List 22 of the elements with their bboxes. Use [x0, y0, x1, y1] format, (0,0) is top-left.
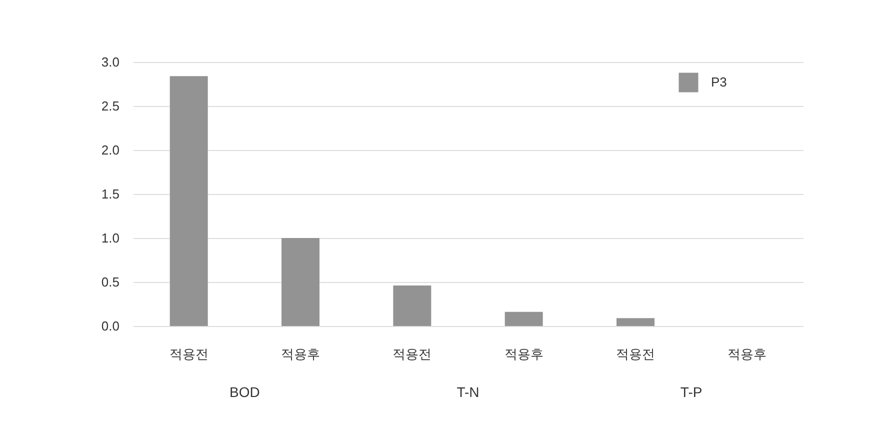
text: BOD — [228, 384, 261, 400]
text: T-N — [456, 384, 480, 400]
y-tick-label: 2.5 — [101, 98, 120, 114]
x-tick-label: 적용후 — [281, 346, 320, 362]
y-tick-label: 0.5 — [101, 274, 120, 290]
text: T-P — [679, 384, 704, 400]
x-tick-label: 적용전 — [616, 346, 655, 362]
bar — [616, 318, 654, 326]
bar — [393, 286, 432, 326]
x-tick-label: 적용후 — [728, 346, 767, 362]
bar — [170, 76, 208, 326]
x-tick-label: 적용후 — [504, 346, 544, 362]
bar — [282, 238, 320, 326]
y-tick-label: 2.0 — [101, 142, 120, 158]
y-tick-label: 1.0 — [101, 230, 120, 246]
x-tick-label: 적용전 — [169, 346, 208, 362]
y-tick-label: 3.0 — [101, 54, 120, 70]
bar — [504, 312, 543, 326]
y-tick-label: 0.0 — [101, 318, 120, 334]
x-tick-label: 적용전 — [392, 346, 432, 362]
y-tick-label: 1.5 — [101, 186, 120, 202]
legend-label: P3 — [711, 74, 727, 90]
